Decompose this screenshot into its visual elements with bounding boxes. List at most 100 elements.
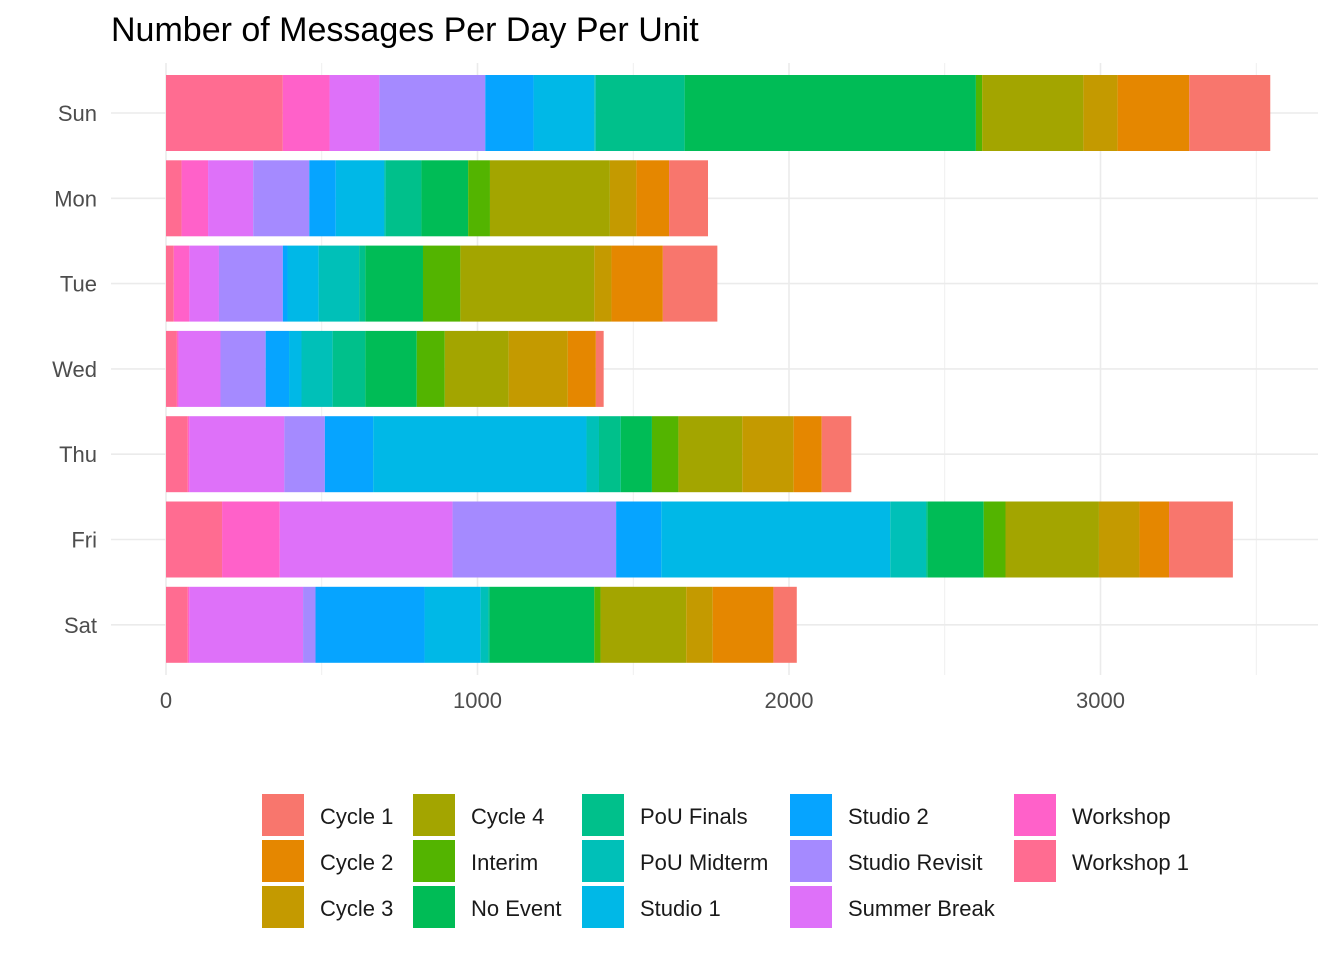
bar-wed-cycle-1 xyxy=(595,330,604,407)
bar-fri-cycle-1 xyxy=(1169,501,1233,578)
legend-label: Workshop xyxy=(1072,804,1171,829)
bar-sat-cycle-2 xyxy=(712,586,774,663)
legend-swatch xyxy=(790,886,832,928)
legend-swatch xyxy=(582,886,624,928)
bar-fri-summer-break xyxy=(279,501,453,578)
bar-thu-cycle-1 xyxy=(821,416,852,493)
bar-mon-no-event xyxy=(421,160,469,237)
bar-sat-no-event xyxy=(489,586,595,663)
y-tick-label-fri: Fri xyxy=(71,528,97,553)
bar-sat-cycle-4 xyxy=(600,586,687,663)
legend-swatch xyxy=(582,794,624,836)
bar-thu-cycle-4 xyxy=(678,416,743,493)
bar-sun-studio-2 xyxy=(485,75,534,151)
legend-item-cycle-2: Cycle 2 xyxy=(262,840,393,882)
bar-mon-workshop xyxy=(181,160,209,237)
legend-label: Cycle 1 xyxy=(320,804,393,829)
bar-sat-pou-finals xyxy=(488,586,490,663)
bar-tue-cycle-1 xyxy=(662,245,718,322)
legend-swatch xyxy=(1014,840,1056,882)
bar-mon-pou-midterm xyxy=(384,160,386,237)
legend-label: Studio 1 xyxy=(640,896,721,921)
legend-item-pou-finals: PoU Finals xyxy=(582,794,748,836)
bar-sat-workshop-1 xyxy=(166,586,188,663)
bar-wed-studio-revisit xyxy=(220,330,266,407)
bar-wed-workshop xyxy=(176,330,179,407)
bar-mon-cycle-2 xyxy=(636,160,670,237)
legend-item-summer-break: Summer Break xyxy=(790,886,996,928)
bar-sun-cycle-3 xyxy=(1083,75,1118,151)
x-axis-ticks: 0 1000 2000 3000 xyxy=(160,688,1125,713)
y-axis-ticks: Sun Mon Tue Wed Thu Fri Sat xyxy=(52,101,97,638)
bar-sun-pou-finals xyxy=(595,75,685,151)
legend-label: Studio 2 xyxy=(848,804,929,829)
legend-swatch xyxy=(790,840,832,882)
legend-item-cycle-1: Cycle 1 xyxy=(262,794,393,836)
bar-wed-pou-midterm xyxy=(301,330,333,407)
bar-mon-studio-2 xyxy=(309,160,336,237)
bar-sat-summer-break xyxy=(189,586,304,663)
bar-sat-studio-1 xyxy=(424,586,481,663)
bar-sat-interim xyxy=(594,586,601,663)
bar-sat-cycle-3 xyxy=(686,586,713,663)
bar-thu-workshop-1 xyxy=(166,416,188,493)
bar-tue-workshop-1 xyxy=(166,245,174,322)
bar-sun-workshop xyxy=(282,75,330,151)
bar-sun-no-event xyxy=(684,75,976,151)
legend-label: Summer Break xyxy=(848,896,996,921)
bar-tue-workshop xyxy=(173,245,190,322)
bar-sun-studio-revisit xyxy=(379,75,486,151)
bar-mon-cycle-1 xyxy=(669,160,709,237)
bar-sun-pou-midterm xyxy=(594,75,596,151)
bar-fri-studio-1 xyxy=(661,501,891,578)
bar-mon-cycle-4 xyxy=(489,160,610,237)
bar-tue-cycle-3 xyxy=(594,245,612,322)
chart-title: Number of Messages Per Day Per Unit xyxy=(111,11,699,49)
bar-mon-summer-break xyxy=(208,160,254,237)
bar-fri-workshop xyxy=(222,501,280,578)
legend-item-no-event: No Event xyxy=(413,886,562,928)
legend-label: Workshop 1 xyxy=(1072,850,1189,875)
legend-label: Cycle 2 xyxy=(320,850,393,875)
bar-fri-studio-2 xyxy=(616,501,662,578)
x-tick-label: 3000 xyxy=(1076,688,1125,713)
bar-thu-studio-2 xyxy=(324,416,374,493)
legend-item-studio-2: Studio 2 xyxy=(790,794,929,836)
bar-sat-cycle-1 xyxy=(773,586,797,663)
legend-item-studio-1: Studio 1 xyxy=(582,886,721,928)
bar-thu-pou-finals xyxy=(598,416,621,493)
x-tick-label: 2000 xyxy=(765,688,814,713)
bar-thu-summer-break xyxy=(189,416,285,493)
bar-mon-workshop-1 xyxy=(166,160,182,237)
bar-wed-cycle-2 xyxy=(567,330,596,407)
bar-tue-studio-2 xyxy=(282,245,288,322)
legend-label: PoU Finals xyxy=(640,804,748,829)
y-tick-label-wed: Wed xyxy=(52,357,97,382)
legend-swatch xyxy=(262,886,304,928)
bar-wed-workshop-1 xyxy=(166,330,177,407)
legend-item-interim: Interim xyxy=(413,840,538,882)
legend-item-cycle-4: Cycle 4 xyxy=(413,794,544,836)
bar-fri-pou-finals xyxy=(926,501,928,578)
bar-mon-studio-1 xyxy=(335,160,385,237)
bar-tue-interim xyxy=(422,245,461,322)
legend-item-pou-midterm: PoU Midterm xyxy=(582,840,768,882)
bar-thu-pou-midterm xyxy=(586,416,599,493)
bar-mon-pou-finals xyxy=(385,160,422,237)
bar-sun-cycle-1 xyxy=(1189,75,1271,151)
legend-swatch xyxy=(582,840,624,882)
bar-tue-studio-1 xyxy=(287,245,319,322)
bar-thu-studio-revisit xyxy=(284,416,325,493)
x-tick-label: 0 xyxy=(160,688,172,713)
legend-label: Cycle 3 xyxy=(320,896,393,921)
bar-fri-cycle-3 xyxy=(1098,501,1140,578)
bar-sat-studio-2 xyxy=(315,586,425,663)
bar-tue-cycle-2 xyxy=(611,245,663,322)
bar-thu-interim xyxy=(651,416,679,493)
bar-wed-cycle-3 xyxy=(508,330,568,407)
bar-wed-studio-2 xyxy=(265,330,290,407)
legend-label: No Event xyxy=(471,896,562,921)
bar-fri-cycle-4 xyxy=(1005,501,1099,578)
bar-thu-cycle-2 xyxy=(793,416,822,493)
